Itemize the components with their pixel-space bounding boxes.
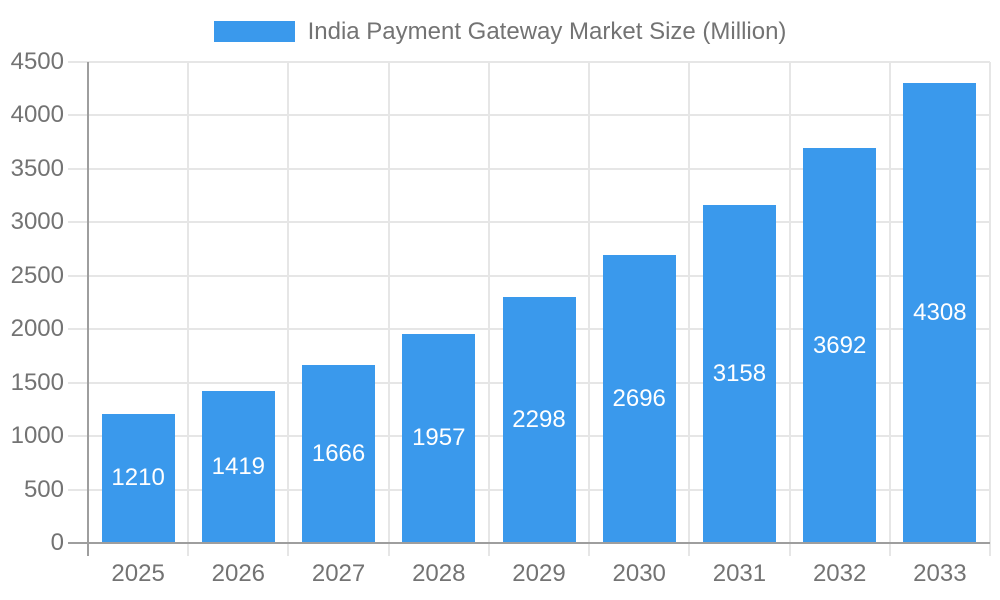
x-axis-label: 2031 <box>712 560 767 587</box>
gridline-vertical <box>588 62 591 556</box>
bar-value-label: 2298 <box>512 406 566 434</box>
bar[interactable]: 1419 <box>201 391 275 543</box>
gridline-vertical <box>989 62 991 556</box>
gridline-vertical <box>187 62 190 556</box>
y-axis-line <box>87 62 89 556</box>
x-axis-label: 2032 <box>812 560 867 587</box>
bar-value-label: 1419 <box>211 453 266 481</box>
legend[interactable]: India Payment Gateway Market Size (Milli… <box>0 19 1000 44</box>
x-axis-label: 2033 <box>913 560 967 587</box>
x-axis-label: 2025 <box>111 560 165 587</box>
bar-value-label: 3692 <box>812 331 867 359</box>
y-axis-label: 1000 <box>10 422 64 450</box>
x-axis-label: 2028 <box>412 560 466 587</box>
y-axis-label: 3000 <box>10 208 64 236</box>
bar-value-label: 3158 <box>712 360 767 388</box>
gridline-vertical <box>788 62 791 556</box>
gridline-horizontal <box>68 167 990 170</box>
gridline-vertical <box>287 62 290 556</box>
gridline-horizontal <box>68 274 990 277</box>
y-axis-label: 2500 <box>10 261 64 289</box>
gridline-vertical <box>387 62 390 556</box>
gridline-vertical <box>688 62 691 556</box>
bar[interactable]: 3692 <box>803 148 877 543</box>
gridline-vertical <box>888 62 891 556</box>
bar-value-label: 1666 <box>311 439 366 467</box>
legend-label: India Payment Gateway Market Size (Milli… <box>307 18 787 45</box>
y-axis-label: 1500 <box>10 368 64 396</box>
bar-value-label: 1957 <box>412 424 466 452</box>
x-axis-label: 2029 <box>512 560 566 587</box>
x-axis-label: 2027 <box>311 560 366 587</box>
y-axis-label: 3500 <box>10 154 64 182</box>
bar-value-label: 1210 <box>111 464 165 492</box>
bar[interactable]: 3158 <box>702 205 776 543</box>
bar-value-label: 2696 <box>612 384 666 412</box>
legend-swatch <box>213 21 295 42</box>
x-axis-label: 2030 <box>612 560 666 587</box>
bar[interactable]: 1210 <box>101 413 175 543</box>
y-axis-label: 4500 <box>10 48 64 75</box>
gridline-horizontal <box>68 61 990 63</box>
bar[interactable]: 1957 <box>402 333 476 543</box>
gridline-vertical <box>487 62 490 556</box>
y-axis-label: 0 <box>50 529 64 556</box>
bar[interactable]: 2298 <box>502 297 576 543</box>
bar-value-label: 4308 <box>913 298 967 326</box>
x-axis-label: 2026 <box>211 560 266 587</box>
bar[interactable]: 4308 <box>903 82 977 543</box>
gridline-horizontal <box>68 114 990 117</box>
gridline-horizontal <box>68 221 990 224</box>
bar[interactable]: 1666 <box>302 364 376 543</box>
y-axis-label: 4000 <box>10 101 64 129</box>
x-axis-line <box>68 542 990 544</box>
y-axis-label: 500 <box>23 475 64 503</box>
bar[interactable]: 2696 <box>602 254 676 543</box>
y-axis-label: 2000 <box>10 315 64 343</box>
